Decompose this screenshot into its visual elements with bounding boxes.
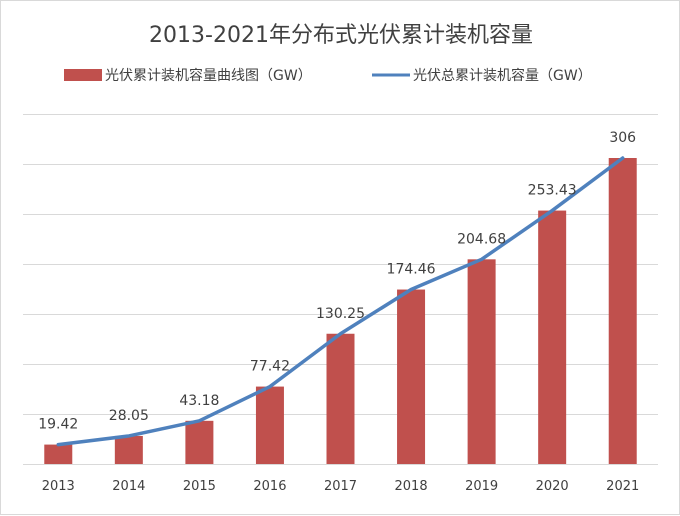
bar-2018	[397, 289, 426, 464]
legend-bar-swatch	[64, 69, 102, 81]
data-labels: 19.42 28.05 43.18 77.42 130.25 174.46 204.68 25…	[38, 130, 636, 433]
data-label-2018: 174.46	[387, 262, 436, 278]
data-label-2016: 77.42	[250, 359, 290, 375]
x-tick-2018: 2018	[395, 479, 428, 494]
data-label-2017: 130.25	[316, 306, 365, 322]
data-label-2013: 19.42	[38, 417, 78, 433]
x-tick-2017: 2017	[324, 479, 357, 494]
bar-2019	[467, 259, 496, 464]
bar-2014	[114, 435, 143, 464]
bar-2016	[255, 386, 284, 464]
line-series	[56, 156, 625, 447]
x-tick-2013: 2013	[42, 479, 75, 494]
bar-2020	[538, 210, 567, 464]
legend-line-label: 光伏总累计装机容量（GW）	[413, 67, 592, 84]
bar-2015	[185, 420, 214, 464]
legend-bar-label: 光伏累计装机容量曲线图（GW）	[105, 67, 312, 84]
bar-2021	[608, 158, 637, 464]
x-tick-2020: 2020	[536, 479, 569, 494]
bar-2017	[326, 333, 355, 464]
x-axis-tick-labels: 2013 2014 2015 2016 2017 2018 2019 2020 2021	[42, 479, 640, 494]
data-label-2014: 28.05	[109, 408, 149, 424]
bar-series	[44, 158, 637, 464]
data-label-2020: 253.43	[528, 183, 577, 199]
data-label-2021: 306	[609, 130, 636, 146]
x-tick-2021: 2021	[606, 479, 639, 494]
legend: 光伏累计装机容量曲线图（GW） 光伏总累计装机容量（GW）	[64, 67, 592, 84]
bar-2013	[44, 444, 73, 464]
x-tick-2019: 2019	[465, 479, 498, 494]
x-tick-2016: 2016	[253, 479, 286, 494]
x-tick-2014: 2014	[112, 479, 145, 494]
x-tick-2015: 2015	[183, 479, 216, 494]
gridlines	[23, 114, 658, 465]
chart-title: 2013-2021年分布式光伏累计装机容量	[149, 23, 533, 48]
data-label-2019: 204.68	[457, 231, 506, 247]
data-label-2015: 43.18	[179, 393, 219, 409]
line-path	[56, 156, 625, 447]
